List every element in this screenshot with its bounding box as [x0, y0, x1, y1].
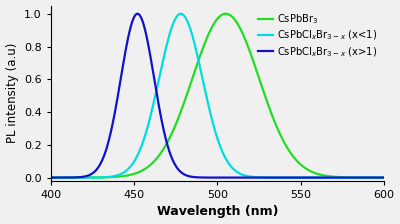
- CsPbCl$_x$Br$_{3-x}$ (x<1): [178, 12, 183, 15]
- CsPbCl$_x$Br$_{3-x}$ (x>1): [298, 176, 303, 179]
- CsPbCl$_x$Br$_{3-x}$ (x<1): [186, 22, 191, 25]
- CsPbBr$_3$: [398, 176, 400, 179]
- Legend: CsPbBr$_3$, CsPbCl$_x$Br$_{3-x}$ (x<1), CsPbCl$_x$Br$_{3-x}$ (x>1): CsPbBr$_3$, CsPbCl$_x$Br$_{3-x}$ (x<1), …: [256, 11, 379, 60]
- CsPbBr$_3$: [186, 90, 190, 92]
- Line: CsPbBr$_3$: CsPbBr$_3$: [34, 14, 400, 178]
- CsPbBr$_3$: [387, 176, 392, 179]
- CsPbCl$_x$Br$_{3-x}$ (x<1): [298, 176, 303, 179]
- Line: CsPbCl$_x$Br$_{3-x}$ (x>1): CsPbCl$_x$Br$_{3-x}$ (x>1): [34, 14, 400, 178]
- CsPbCl$_x$Br$_{3-x}$ (x>1): [189, 175, 194, 178]
- CsPbCl$_x$Br$_{3-x}$ (x>1): [186, 175, 191, 177]
- CsPbCl$_x$Br$_{3-x}$ (x<1): [206, 104, 211, 106]
- CsPbBr$_3$: [32, 176, 37, 179]
- CsPbCl$_x$Br$_{3-x}$ (x<1): [369, 176, 374, 179]
- CsPbBr$_3$: [298, 163, 303, 166]
- CsPbCl$_x$Br$_{3-x}$ (x>1): [206, 176, 211, 179]
- CsPbCl$_x$Br$_{3-x}$ (x>1): [32, 176, 37, 179]
- CsPbBr$_3$: [206, 33, 211, 36]
- Line: CsPbCl$_x$Br$_{3-x}$ (x<1): CsPbCl$_x$Br$_{3-x}$ (x<1): [34, 14, 400, 178]
- CsPbBr$_3$: [223, 12, 228, 15]
- CsPbCl$_x$Br$_{3-x}$ (x<1): [32, 176, 37, 179]
- CsPbCl$_x$Br$_{3-x}$ (x>1): [369, 176, 374, 179]
- CsPbCl$_x$Br$_{3-x}$ (x<1): [387, 176, 392, 179]
- CsPbCl$_x$Br$_{3-x}$ (x<1): [189, 30, 194, 33]
- CsPbCl$_x$Br$_{3-x}$ (x>1): [387, 176, 392, 179]
- CsPbCl$_x$Br$_{3-x}$ (x<1): [398, 176, 400, 179]
- CsPbBr$_3$: [189, 81, 194, 84]
- CsPbBr$_3$: [369, 176, 374, 179]
- Y-axis label: PL intensity (a.u): PL intensity (a.u): [6, 43, 18, 143]
- CsPbCl$_x$Br$_{3-x}$ (x>1): [135, 12, 140, 15]
- CsPbCl$_x$Br$_{3-x}$ (x>1): [398, 176, 400, 179]
- X-axis label: Wavelength (nm): Wavelength (nm): [157, 205, 278, 218]
